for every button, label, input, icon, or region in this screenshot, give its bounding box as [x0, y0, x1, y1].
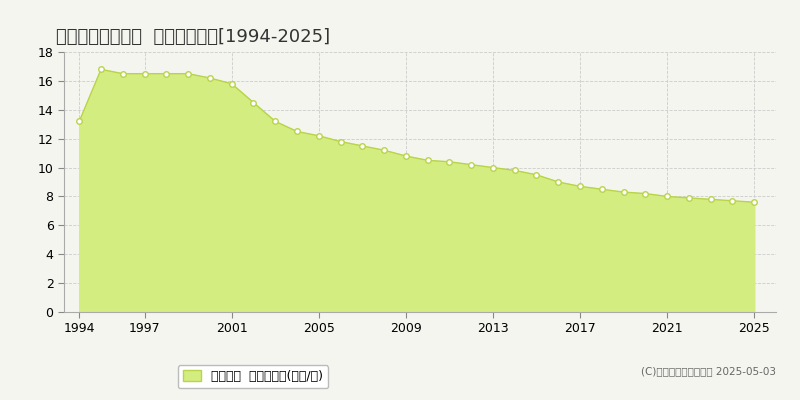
Text: (C)土地価格ドットコム 2025-05-03: (C)土地価格ドットコム 2025-05-03 — [641, 366, 776, 376]
Legend: 公示地価  平均坪単価(万円/坪): 公示地価 平均坪単価(万円/坪) — [178, 365, 328, 388]
Text: 甘楽郡甘楽町福島  公示地価推移[1994-2025]: 甘楽郡甘楽町福島 公示地価推移[1994-2025] — [56, 28, 330, 46]
